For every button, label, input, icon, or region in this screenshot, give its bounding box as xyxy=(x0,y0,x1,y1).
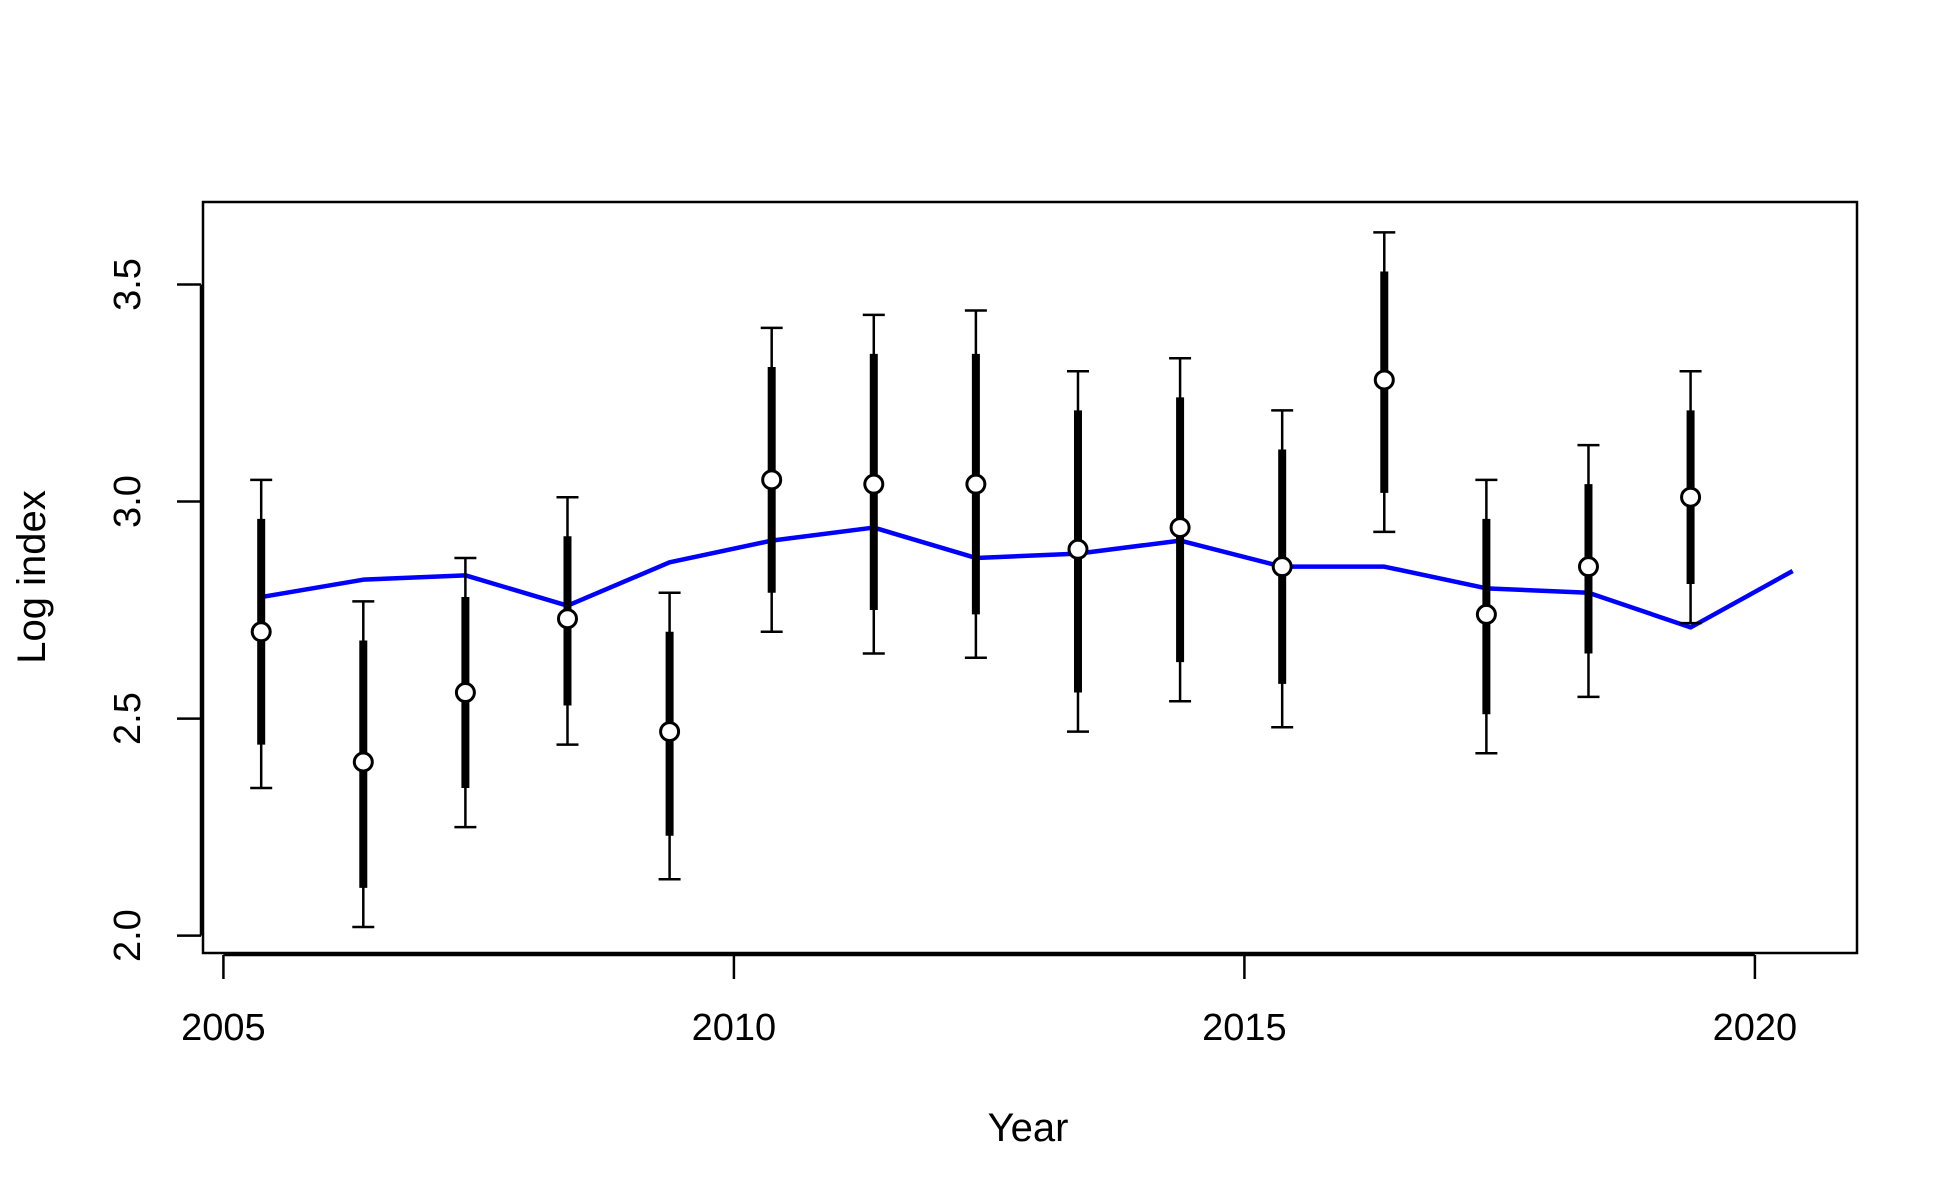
observation xyxy=(760,326,783,634)
observation-point xyxy=(1475,603,1497,625)
observation-point xyxy=(1271,556,1293,578)
fit-layer xyxy=(260,525,1794,630)
observation xyxy=(1066,370,1089,733)
observation-point xyxy=(1169,517,1191,539)
observation-point xyxy=(761,469,783,491)
observation-point xyxy=(1373,369,1395,391)
observation xyxy=(1373,231,1396,534)
observation xyxy=(352,600,375,929)
observation xyxy=(1169,357,1192,703)
observation xyxy=(454,556,477,829)
fit-line xyxy=(260,525,1794,630)
x-axis: 2005 2010 2015 2020 xyxy=(181,953,1798,1049)
observations-layer xyxy=(250,231,1702,929)
observation-point xyxy=(1067,538,1089,560)
observation xyxy=(1271,409,1294,729)
observation-point xyxy=(1577,556,1599,578)
observation-point xyxy=(863,473,885,495)
x-tick-label: 2020 xyxy=(1713,1007,1798,1049)
observation-point xyxy=(1680,486,1702,508)
y-axis-title: Log index xyxy=(10,490,54,663)
x-tick-label: 2005 xyxy=(181,1007,266,1049)
observation-point xyxy=(352,751,374,773)
plot-frame xyxy=(201,200,1859,955)
observation xyxy=(1577,443,1600,699)
observation xyxy=(250,478,273,790)
observation-point xyxy=(250,621,272,643)
observation-point xyxy=(659,721,681,743)
y-tick-label: 3.0 xyxy=(107,475,149,528)
observation xyxy=(658,591,681,881)
observation-point xyxy=(454,682,476,704)
observation xyxy=(1679,370,1702,625)
x-tick-label: 2010 xyxy=(692,1007,777,1049)
observation xyxy=(1475,478,1498,755)
y-tick-label: 2.0 xyxy=(107,909,149,962)
observation xyxy=(556,495,579,746)
y-tick-label: 3.5 xyxy=(107,258,149,311)
observation-point xyxy=(965,473,987,495)
observation xyxy=(964,309,987,660)
x-tick-label: 2015 xyxy=(1202,1007,1287,1049)
y-axis: 2.0 2.5 3.0 3.5 xyxy=(107,258,203,962)
observation-point xyxy=(556,608,578,630)
y-tick-label: 2.5 xyxy=(107,692,149,745)
observation xyxy=(862,313,885,655)
x-axis-title: Year xyxy=(988,1106,1069,1150)
